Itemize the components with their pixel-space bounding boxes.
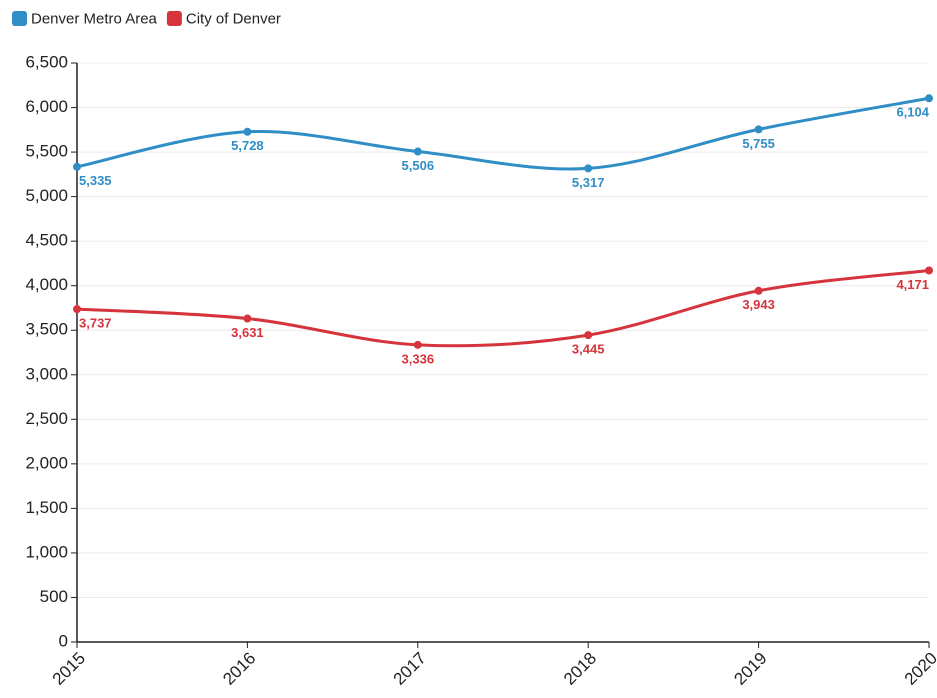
data-label: 4,171 (896, 277, 929, 292)
data-point (754, 125, 763, 134)
y-tick-label: 6,000 (25, 97, 68, 116)
data-label: 5,506 (402, 158, 435, 173)
legend-label: City of Denver (186, 10, 281, 27)
y-tick-label: 3,500 (25, 320, 68, 339)
data-point (925, 266, 933, 275)
data-label: 3,336 (402, 351, 435, 366)
data-label: 3,737 (79, 316, 112, 331)
y-tick-label: 1,500 (25, 498, 68, 517)
y-tick-label: 1,000 (25, 542, 68, 561)
y-tick-label: 5,500 (25, 142, 68, 161)
x-tick-label: 2016 (219, 649, 259, 689)
data-point (73, 162, 81, 171)
data-point (243, 127, 252, 136)
x-tick-label: 2019 (730, 649, 770, 689)
data-point (413, 340, 422, 349)
legend-swatch (12, 11, 27, 26)
data-label: 3,631 (231, 325, 264, 340)
y-tick-label: 5,000 (25, 186, 68, 205)
data-point (584, 164, 593, 173)
y-tick-label: 3,000 (25, 364, 68, 383)
data-point (925, 94, 933, 103)
x-tick-label: 2017 (390, 649, 430, 689)
series-line (76, 268, 930, 348)
x-tick-label: 2018 (560, 649, 600, 689)
data-label: 3,943 (742, 297, 775, 312)
x-tick-label: 2015 (49, 649, 89, 689)
data-point (754, 286, 763, 295)
data-point (73, 305, 81, 314)
legend-label: Denver Metro Area (31, 10, 158, 27)
data-label: 6,104 (896, 105, 929, 120)
data-point (584, 331, 593, 340)
y-tick-label: 2,000 (25, 453, 68, 472)
x-tick-label: 2020 (901, 649, 937, 689)
legend-swatch (166, 11, 182, 26)
y-tick-label: 4,500 (25, 231, 68, 250)
y-tick-label: 6,500 (25, 52, 68, 71)
y-tick-label: 0 (59, 631, 68, 650)
data-label: 5,728 (231, 138, 264, 153)
data-label: 3,445 (572, 342, 605, 357)
y-tick-label: 2,500 (25, 409, 68, 428)
data-point (243, 314, 252, 323)
y-tick-label: 4,000 (25, 275, 68, 294)
data-label: 5,335 (79, 173, 112, 188)
series-line (76, 96, 930, 171)
data-point (413, 147, 422, 156)
y-tick-label: 500 (40, 587, 68, 606)
data-label: 5,755 (742, 136, 775, 151)
data-label: 5,317 (572, 175, 605, 190)
